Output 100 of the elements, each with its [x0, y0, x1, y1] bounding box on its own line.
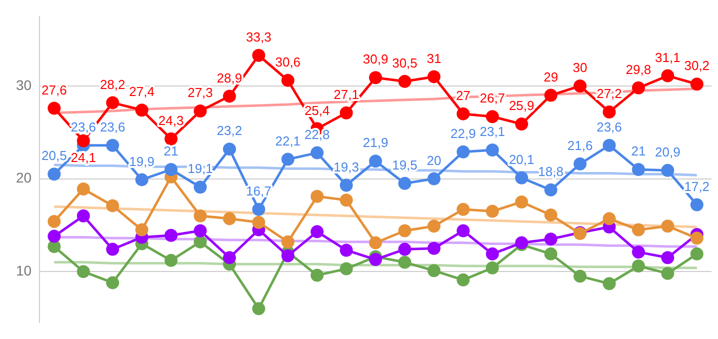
point [427, 172, 440, 186]
point [252, 302, 266, 316]
data-label: 22,1 [275, 133, 301, 148]
data-label: 23,6 [596, 119, 622, 134]
point [544, 88, 558, 102]
point [544, 208, 558, 222]
point [456, 273, 470, 286]
point [48, 214, 61, 228]
data-label: 19,5 [392, 157, 418, 172]
point [310, 190, 324, 203]
point [340, 262, 353, 276]
data-label: 21,6 [567, 138, 593, 154]
point [369, 236, 382, 250]
point [48, 230, 61, 243]
point [486, 110, 499, 124]
point [486, 204, 499, 218]
point [194, 209, 207, 222]
point [252, 216, 266, 229]
point [690, 78, 704, 91]
data-label: 33,3 [246, 29, 272, 44]
data-label: 30 [572, 60, 588, 76]
data-label: 30,9 [362, 52, 388, 67]
point [340, 244, 353, 257]
data-label: 26,7 [480, 90, 506, 106]
data-label: 28,9 [216, 70, 242, 86]
point [106, 138, 120, 152]
point [106, 242, 120, 256]
point [398, 224, 412, 238]
data-label: 27 [456, 88, 470, 103]
data-label: 27,2 [596, 86, 622, 102]
data-label: 24,1 [70, 150, 96, 165]
point [486, 261, 499, 274]
data-label: 19,9 [129, 154, 154, 169]
data-label: 21,9 [362, 135, 388, 150]
point [222, 142, 236, 156]
data-label: 23,2 [216, 123, 242, 138]
point [76, 134, 90, 148]
point [456, 224, 470, 238]
point [486, 144, 499, 157]
data-label: 29,8 [626, 62, 652, 77]
point [602, 105, 616, 118]
point [661, 164, 674, 177]
point [222, 251, 236, 264]
data-label: 20,1 [508, 152, 534, 167]
data-label: 30,5 [392, 55, 418, 70]
point [252, 48, 266, 62]
point [48, 168, 61, 181]
data-label: 30,2 [684, 58, 710, 74]
point [222, 90, 236, 103]
data-label: 18,8 [538, 164, 564, 179]
data-label: 24,3 [158, 112, 184, 128]
point [427, 70, 440, 84]
point [632, 223, 645, 236]
point [281, 74, 294, 87]
point [310, 146, 324, 160]
y-tick-label: 20 [16, 170, 32, 186]
point [690, 232, 704, 245]
point [369, 253, 382, 266]
data-label: 29 [544, 69, 558, 84]
data-label: 19,1 [188, 161, 213, 176]
point [602, 212, 616, 226]
data-label: 23,1 [480, 124, 506, 140]
point [222, 212, 236, 226]
point [194, 224, 207, 238]
point [456, 107, 470, 120]
point [661, 69, 674, 82]
point [369, 154, 382, 168]
point [281, 249, 294, 262]
point [661, 251, 674, 264]
point [310, 225, 324, 238]
data-label: 20,5 [42, 148, 67, 164]
point [164, 228, 178, 242]
point [281, 235, 294, 248]
y-tick-label: 10 [16, 262, 32, 278]
data-label: 31 [426, 50, 442, 66]
point [48, 102, 61, 115]
point [602, 277, 616, 290]
point [427, 242, 440, 255]
point [340, 178, 353, 192]
data-label: 22,8 [304, 126, 330, 142]
data-label: 27,4 [129, 84, 154, 100]
point [427, 264, 440, 278]
point [194, 104, 207, 118]
point [515, 118, 528, 131]
point [690, 198, 704, 212]
point [544, 247, 558, 260]
point [398, 74, 412, 88]
point [632, 260, 645, 272]
point [574, 79, 587, 92]
point [106, 96, 120, 110]
point [76, 265, 90, 278]
point [252, 202, 266, 216]
point [632, 163, 645, 176]
point [310, 268, 324, 282]
data-label: 17,2 [684, 178, 710, 194]
data-label: 23,6 [100, 119, 126, 134]
point [398, 176, 412, 190]
point [602, 138, 616, 152]
data-label: 20 [426, 152, 442, 168]
point [486, 247, 499, 260]
